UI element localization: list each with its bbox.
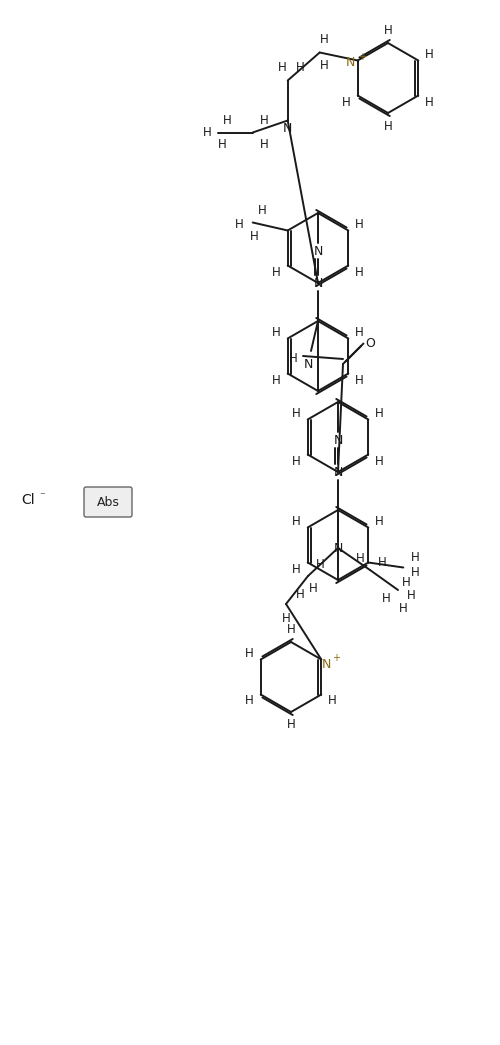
Text: H: H	[278, 61, 287, 74]
Text: H: H	[272, 325, 281, 339]
Text: O: O	[365, 336, 375, 349]
Text: H: H	[292, 514, 301, 528]
Text: H: H	[204, 126, 212, 139]
Text: H: H	[288, 351, 298, 365]
Text: H: H	[316, 557, 324, 571]
Text: H: H	[355, 265, 364, 279]
Text: H: H	[282, 611, 290, 625]
Text: H: H	[272, 265, 281, 279]
Text: +: +	[358, 51, 366, 62]
Text: H: H	[296, 61, 305, 74]
Text: N: N	[314, 277, 322, 289]
FancyBboxPatch shape	[84, 487, 132, 517]
Text: H: H	[250, 230, 259, 243]
Text: H: H	[382, 591, 390, 604]
Text: H: H	[286, 623, 296, 635]
Text: N: N	[346, 56, 356, 69]
Text: H: H	[406, 588, 416, 602]
Text: ⁻: ⁻	[39, 491, 45, 501]
Text: H: H	[425, 95, 434, 109]
Text: H: H	[411, 566, 420, 579]
Text: H: H	[218, 138, 227, 150]
Text: H: H	[328, 695, 337, 707]
Text: N: N	[314, 245, 322, 257]
Text: N: N	[283, 122, 292, 135]
Text: H: H	[245, 695, 254, 707]
Text: H: H	[292, 455, 301, 467]
Text: H: H	[308, 581, 318, 595]
Text: H: H	[378, 556, 386, 568]
Text: H: H	[355, 217, 364, 231]
Text: Cl: Cl	[21, 493, 35, 507]
Text: H: H	[375, 455, 384, 467]
Text: H: H	[320, 59, 329, 72]
Text: H: H	[384, 119, 392, 133]
Text: H: H	[355, 325, 364, 339]
Text: N: N	[334, 541, 342, 555]
Text: H: H	[398, 602, 407, 614]
Text: H: H	[236, 218, 244, 231]
Text: H: H	[402, 576, 410, 589]
Text: N: N	[334, 465, 342, 479]
Text: H: H	[260, 114, 269, 127]
Text: H: H	[272, 373, 281, 387]
Text: H: H	[224, 114, 232, 127]
Text: H: H	[260, 138, 269, 150]
Text: H: H	[292, 562, 301, 576]
Text: H: H	[356, 552, 364, 564]
Text: H: H	[258, 204, 267, 217]
Text: H: H	[355, 373, 364, 387]
Text: H: H	[245, 647, 254, 659]
Text: N: N	[334, 434, 342, 446]
Text: H: H	[320, 33, 329, 46]
Text: H: H	[296, 587, 304, 601]
Text: H: H	[411, 551, 420, 564]
Text: N: N	[322, 658, 331, 671]
Text: N: N	[304, 357, 312, 371]
Text: H: H	[292, 407, 301, 419]
Text: H: H	[375, 514, 384, 528]
Text: H: H	[342, 95, 351, 109]
Text: +: +	[332, 652, 340, 663]
Text: H: H	[286, 719, 296, 731]
Text: H: H	[375, 407, 384, 419]
Text: H: H	[384, 23, 392, 37]
Text: Abs: Abs	[96, 495, 120, 509]
Text: H: H	[425, 47, 434, 61]
